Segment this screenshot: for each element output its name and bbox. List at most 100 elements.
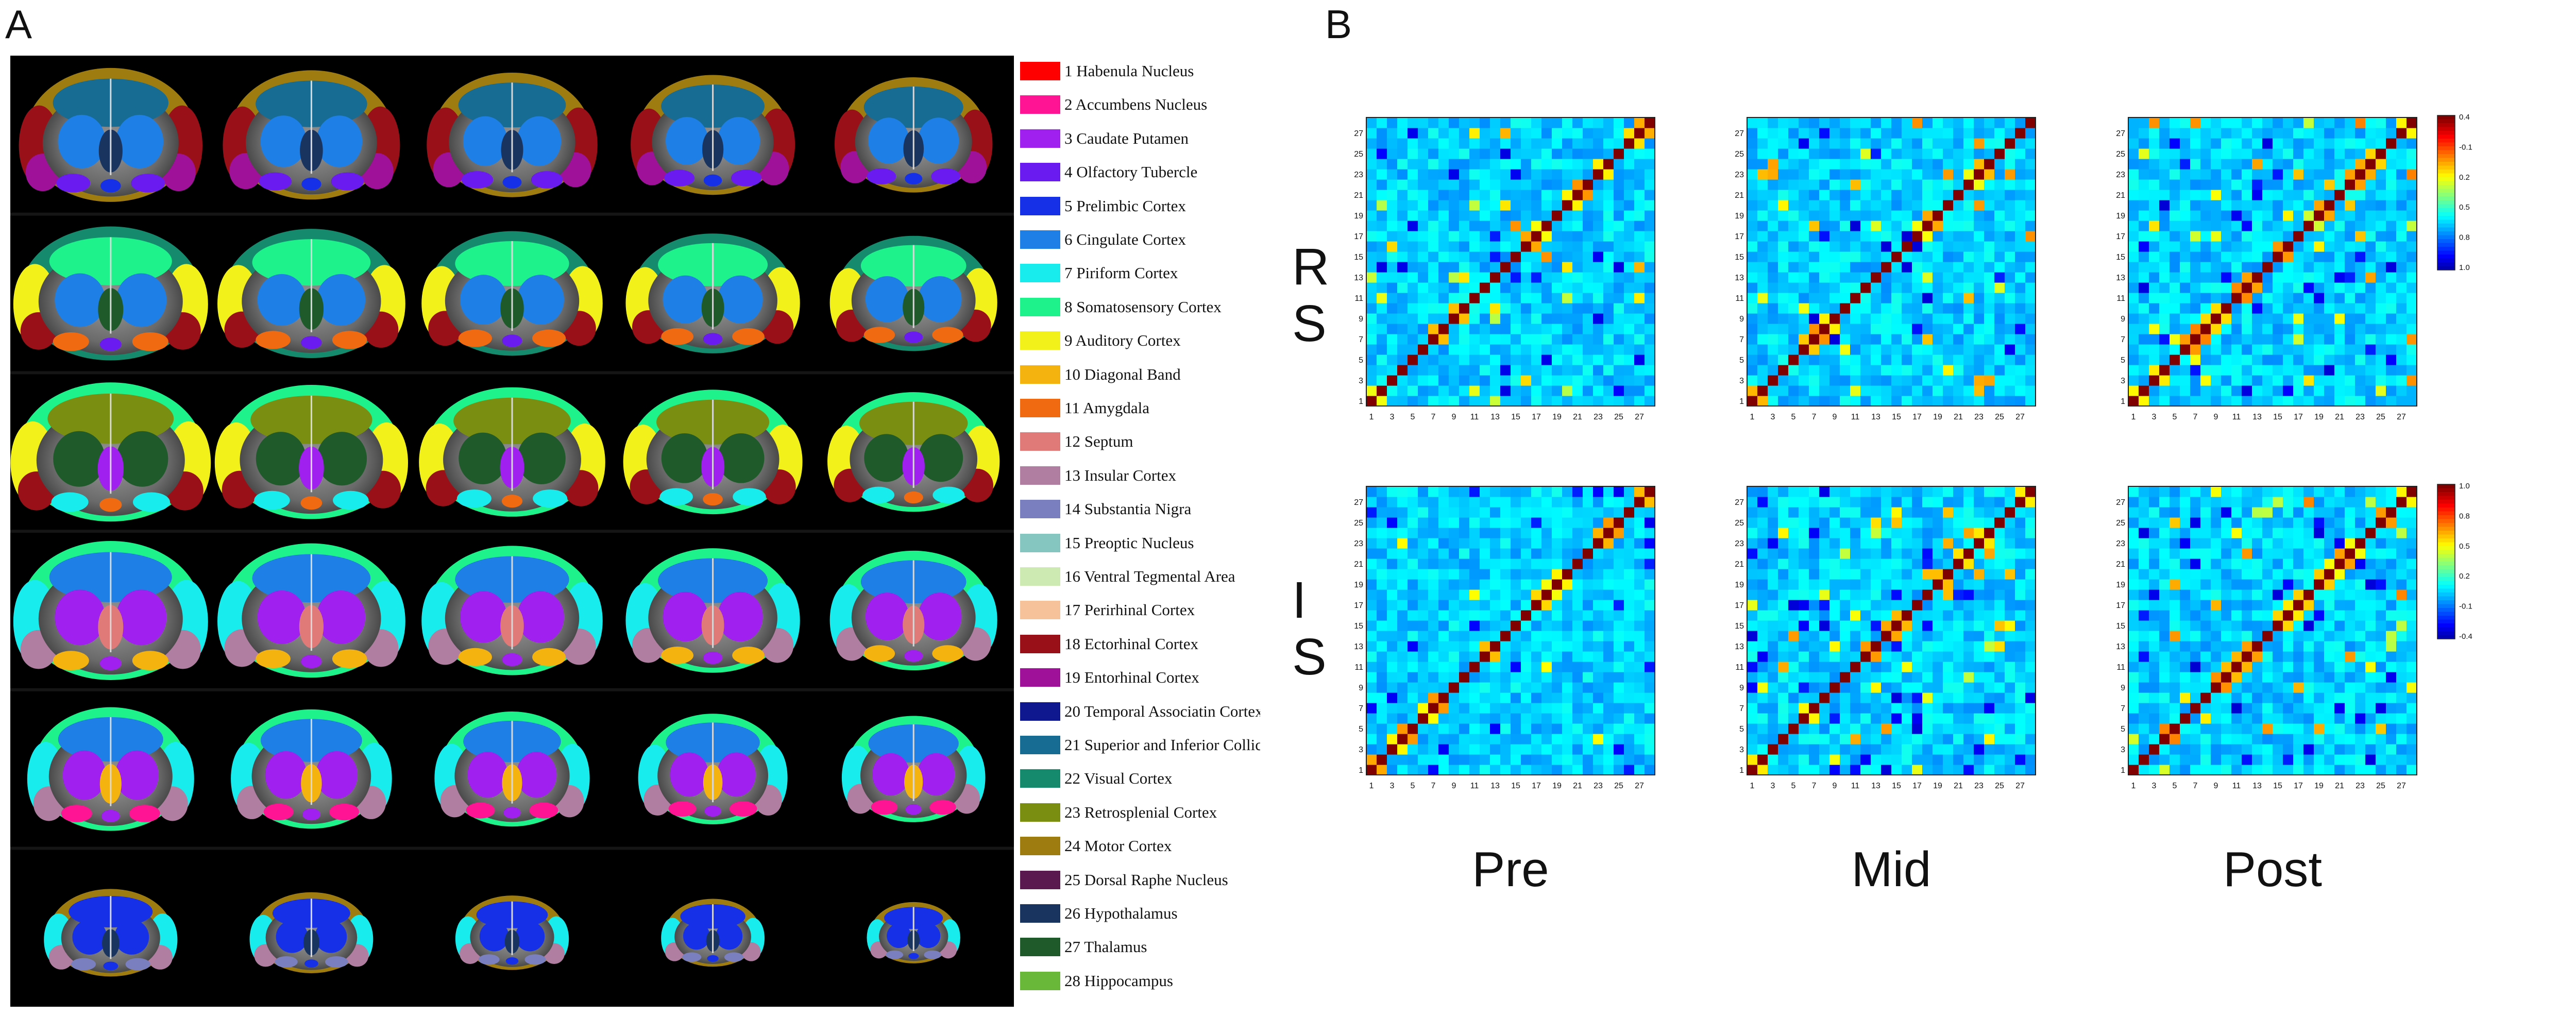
matrix-cell [1490, 159, 1501, 170]
matrix-cell [2406, 692, 2417, 703]
matrix-cell [1603, 117, 1614, 128]
matrix-cell [2149, 169, 2160, 180]
matrix-cell [1366, 344, 1377, 355]
matrix-cell [1809, 117, 1820, 128]
matrix-cell [1428, 354, 1439, 365]
matrix-cell [1850, 713, 1861, 724]
matrix-cell [2365, 344, 2376, 355]
matrix-cell [2406, 303, 2417, 314]
matrix-cell [1500, 396, 1511, 407]
matrix-cell [1953, 282, 1964, 293]
x-tick-label: 21 [1573, 782, 1582, 790]
matrix-cell [1645, 744, 1655, 755]
matrix-cell [1881, 631, 1892, 641]
matrix-cell [1583, 651, 1594, 662]
matrix-cell [2376, 692, 2386, 703]
matrix-cell [1377, 497, 1387, 507]
matrix-cell [2406, 703, 2417, 714]
matrix-cell [2159, 344, 2170, 355]
matrix-cell [1531, 396, 1542, 407]
matrix-cell [1819, 210, 1830, 221]
matrix-cell [2293, 713, 2304, 724]
matrix-cell [1397, 128, 1408, 139]
matrix-cell [1614, 117, 1624, 128]
matrix-cell [1511, 723, 1521, 734]
matrix-cell [1397, 324, 1408, 334]
matrix-cell [2355, 117, 2366, 128]
matrix-cell [1747, 169, 1758, 180]
matrix-cell [1583, 713, 1594, 724]
matrix-cell [1819, 231, 1830, 242]
matrix-cell [2200, 334, 2211, 345]
matrix-cell [1449, 723, 1460, 734]
matrix-cell [1645, 641, 1655, 652]
matrix-cell [1572, 589, 1583, 600]
matrix-cell [1572, 703, 1583, 714]
matrix-cell [2273, 713, 2283, 724]
matrix-cell [2273, 682, 2283, 693]
matrix-cell [1891, 538, 1902, 549]
matrix-cell [1840, 128, 1851, 139]
matrix-cell [2334, 723, 2345, 734]
matrix-cell [2293, 385, 2304, 396]
matrix-cell [1469, 221, 1480, 231]
matrix-cell [1799, 507, 1809, 518]
matrix-cell [1984, 631, 1995, 641]
matrix-cell [2293, 375, 2304, 386]
y-tick-label: 5 [1359, 725, 1363, 734]
matrix-cell [1881, 282, 1892, 293]
matrix-cell [2180, 138, 2191, 149]
matrix-cell [1881, 396, 1892, 407]
matrix-cell [1757, 190, 1768, 200]
matrix-cell [2252, 117, 2263, 128]
matrix-cell [1634, 754, 1645, 765]
matrix-cell [2396, 200, 2407, 211]
matrix-cell [1809, 600, 1820, 611]
matrix-cell [2345, 231, 2355, 242]
matrix-cell [1788, 631, 1799, 641]
y-tick-label: 15 [2116, 253, 2125, 262]
matrix-cell [1593, 282, 1604, 293]
matrix-cell [1768, 497, 1778, 507]
matrix-cell [1922, 385, 1933, 396]
matrix-cell [2324, 558, 2335, 569]
matrix-cell [1572, 641, 1583, 652]
matrix-cell [1974, 692, 1985, 703]
matrix-cell [2365, 396, 2376, 407]
matrix-cell [2159, 723, 2170, 734]
matrix-cell [1521, 703, 1532, 714]
matrix-cell [1768, 293, 1778, 303]
matrix-cell [1541, 262, 1552, 273]
matrix-cell [1500, 159, 1511, 170]
matrix-cell [2170, 558, 2180, 569]
matrix-cell [2015, 558, 2026, 569]
matrix-cell [1912, 672, 1923, 683]
matrix-cell [1418, 241, 1429, 252]
matrix-cell [2025, 744, 2036, 755]
matrix-cell [1974, 641, 1985, 652]
matrix-cell [1387, 344, 1398, 355]
matrix-cell [1480, 734, 1490, 744]
matrix-cell [1840, 231, 1851, 242]
matrix-cell [2303, 682, 2314, 693]
matrix-cell [2324, 241, 2335, 252]
matrix-cell [1881, 765, 1892, 775]
matrix-cell [1572, 723, 1583, 734]
matrix-cell [1397, 620, 1408, 631]
matrix-cell [1757, 641, 1768, 652]
matrix-cell [2345, 672, 2355, 683]
matrix-cell [1850, 692, 1861, 703]
matrix-cell [2396, 703, 2407, 714]
matrix-cell [2005, 251, 2015, 262]
matrix-cell [1902, 159, 1912, 170]
matrix-cell [2303, 210, 2314, 221]
matrix-cell [1645, 486, 1655, 497]
matrix-cell [1757, 138, 1768, 149]
matrix-cell [2149, 375, 2160, 386]
matrix-cell [1593, 375, 1604, 386]
matrix-cell [2139, 589, 2149, 600]
matrix-cell [1562, 651, 1573, 662]
matrix-cell [2283, 497, 2294, 507]
matrix-cell [1397, 723, 1408, 734]
matrix-cell [1788, 272, 1799, 283]
